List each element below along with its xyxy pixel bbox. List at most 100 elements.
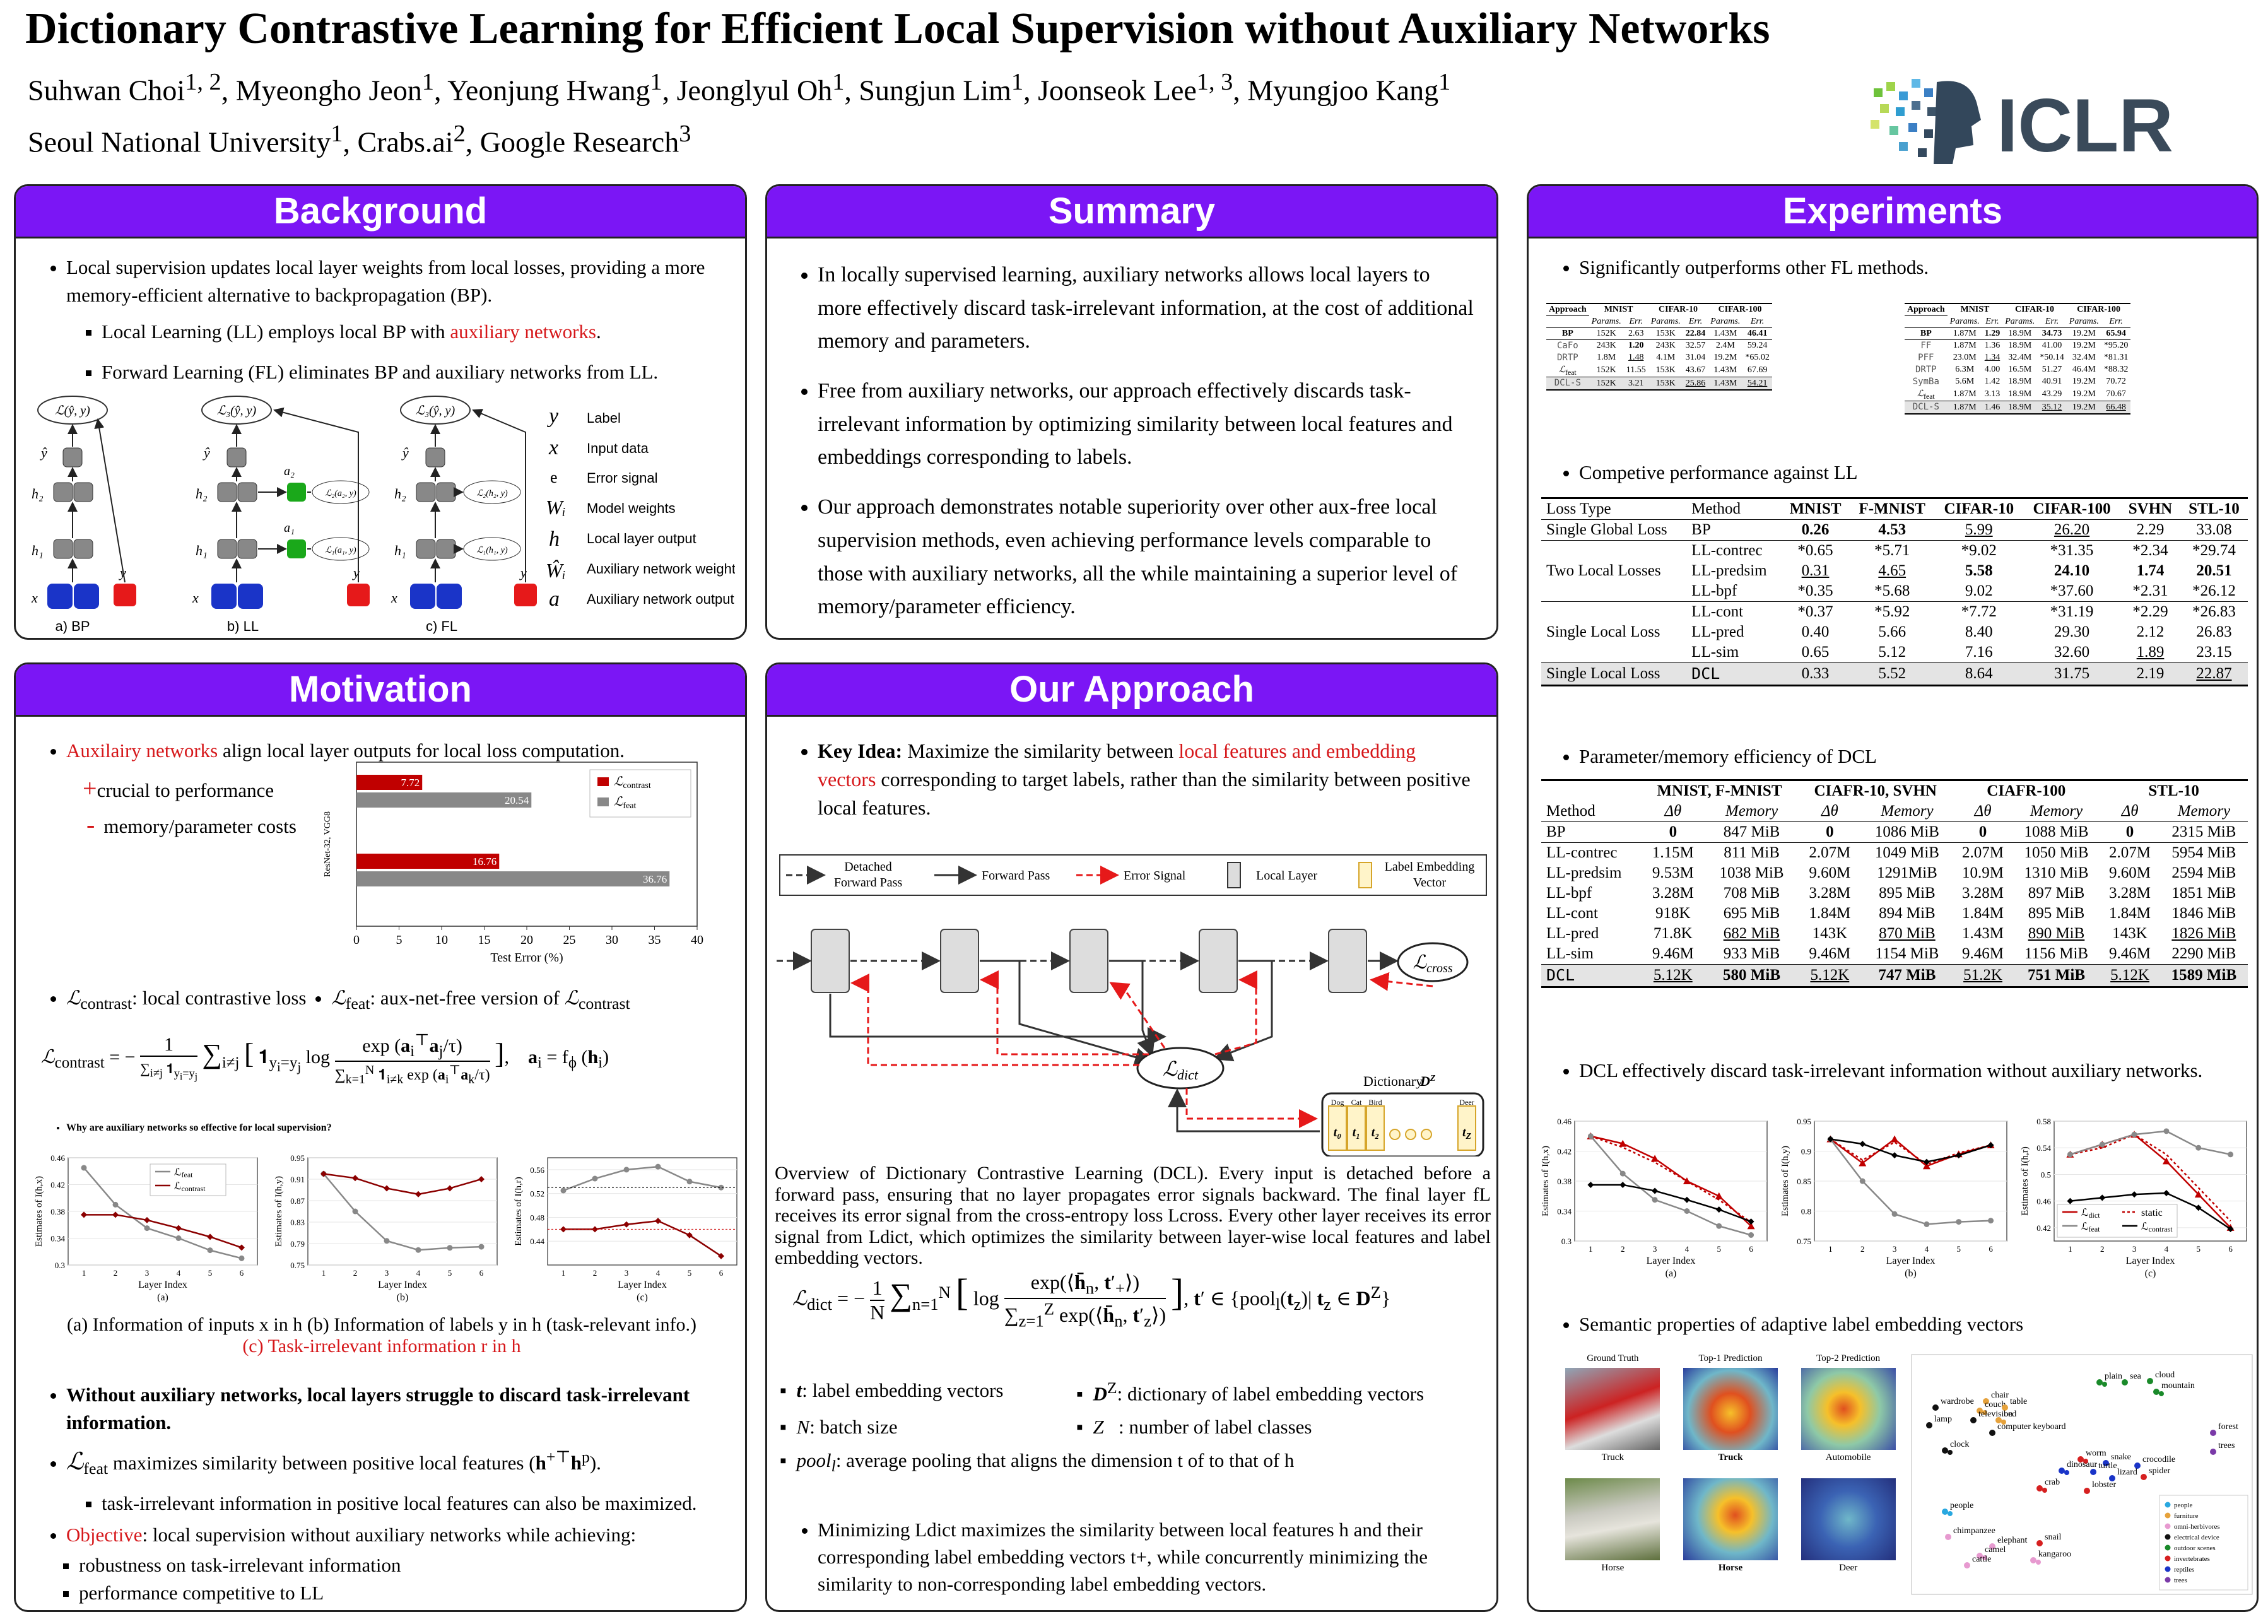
- x-axis-label: Layer Index: [138, 1280, 187, 1290]
- data-point: [2067, 1197, 2074, 1204]
- x-tick-label: 6: [240, 1268, 244, 1278]
- svg-text:h₂: h₂: [196, 486, 208, 502]
- test-error-bar-chart: 7.72 20.54 16.76 36.76 0 5 10 15 20 25 30 35 40 Test …: [323, 762, 703, 964]
- data-point: [592, 1175, 598, 1182]
- scatter-word: worm: [2086, 1449, 2106, 1458]
- background-heading: Background: [16, 186, 745, 238]
- scatter-word: turtle: [2098, 1461, 2117, 1471]
- table-row: DCL-S 152K 3.21 153K 25.86 1.43M 54.21: [1546, 377, 1772, 391]
- motivation-panel: Motivation Auxilairy networks align loca…: [14, 662, 747, 1612]
- svg-text:Deer: Deer: [1459, 1098, 1474, 1107]
- overview-caption: Overview of Dictionary Contrastive Learn…: [775, 1163, 1491, 1269]
- data-point: [2099, 1141, 2105, 1148]
- fl-table-1: Approach MNIST CIFAR-10 CIFAR-100 Params. Err…: [1546, 303, 1772, 391]
- scatter-point: forest: [2210, 1422, 2238, 1436]
- series-line: [2070, 1192, 2231, 1230]
- table-row: LL-contrec 1.15M 811 MiB 2.07M 1049 MiB 2.07M…: [1541, 842, 2248, 864]
- data-point: [1684, 1208, 1690, 1214]
- truck-top2-heatmap: [1801, 1368, 1896, 1450]
- data-point: [1924, 1221, 1930, 1227]
- y-tick-label: 0.9: [1801, 1147, 1811, 1156]
- fl-table-2: Approach MNIST CIFAR-10 CIFAR-100 Params. Err…: [1905, 303, 2131, 415]
- data-point: [1715, 1192, 1723, 1199]
- table-row: Single Local Loss DCL 0.33 5.52 8.64 31.75 2.1…: [1541, 662, 2248, 686]
- summary-heading: Summary: [767, 186, 1496, 238]
- table-row: DCL 5.12K 580 MiB 5.12K 747 MiB 51.2K 751 MiB 5…: [1541, 964, 2248, 987]
- x-tick-label: 2: [114, 1268, 118, 1278]
- table-row: LL-predsim 9.53M 1038 MiB 9.60M 1291MiB 10.9M…: [1546, 864, 2236, 881]
- series-line: [1590, 1135, 1751, 1236]
- scatter-point: crocodile: [2134, 1455, 2175, 1469]
- scatter-point: worm: [2077, 1449, 2106, 1464]
- x-tick-label: 5: [1957, 1244, 1961, 1254]
- scatter-word: dinosaur: [2067, 1460, 2098, 1469]
- notation-n: ▪ N: batch size: [780, 1416, 898, 1439]
- summary-panel: Summary In locally supervised learning, …: [765, 184, 1498, 640]
- x-tick-label: 4: [1925, 1244, 1929, 1254]
- data-point: [718, 1184, 724, 1191]
- y-tick-label: 0.42: [50, 1180, 65, 1190]
- series-line: [2070, 1130, 2231, 1156]
- y-tick-label: 0.38: [50, 1207, 65, 1216]
- x-tick-label: 0: [353, 933, 360, 947]
- y-axis-label: Estimates of I(h,x): [1541, 1146, 1551, 1216]
- legend-swatch: [2165, 1545, 2171, 1551]
- bar: [356, 871, 670, 886]
- y-axis-label: Estimates of I(h,y): [1780, 1146, 1790, 1216]
- svg-text:Auxiliary network weights: Auxiliary network weights: [587, 561, 735, 577]
- x-tick-label: 2: [2100, 1244, 2105, 1254]
- bar-value-label: 16.76: [473, 856, 496, 868]
- horse-image: [1565, 1478, 1660, 1560]
- logo-text: ICLR: [1997, 83, 2173, 168]
- svg-text:Error Signal: Error Signal: [1124, 869, 1186, 883]
- x-axis-label: Layer Index: [1886, 1256, 1936, 1266]
- approach-heading: Our Approach: [767, 664, 1496, 717]
- legend-swatch: [2165, 1566, 2171, 1572]
- approach-legend: Detached Forward Pass Forward Pass Error …: [779, 854, 1487, 896]
- svg-text:Input data: Input data: [587, 440, 649, 456]
- notation-z: ▪ Z : number of label classes: [1076, 1416, 1312, 1439]
- scatter-word: lamp: [1934, 1415, 1952, 1424]
- x-tick-label: 4: [2165, 1244, 2169, 1254]
- experiments-bullet: Competive performance against LL: [1579, 461, 1858, 484]
- motivation-heading: Motivation: [16, 664, 745, 717]
- x-tick-label: 4: [656, 1268, 661, 1278]
- background-panel: Background Local supervision updates loc…: [14, 184, 747, 640]
- table-row: CaFo 243K 1.20 243K 32.57 2.4M 59.24: [1546, 339, 1772, 352]
- x-tick-label: 35: [649, 933, 661, 947]
- bar: [356, 775, 423, 790]
- data-point: [2067, 1151, 2073, 1158]
- svg-text:Label: Label: [587, 410, 621, 426]
- table-row: DRTP 6.3M 4.00 16.5M 51.27 46.4M *88.32: [1915, 364, 2129, 375]
- scatter-word: lobster: [2092, 1480, 2116, 1490]
- logo-pixel-icon: [1871, 79, 1981, 164]
- summary-bullet: In locally supervised learning, auxiliar…: [818, 259, 1474, 358]
- data-point: [1651, 1155, 1659, 1162]
- data-point: [1988, 1218, 1994, 1224]
- data-point: [1652, 1197, 1658, 1203]
- svg-text:ŷ: ŷ: [401, 445, 409, 461]
- notation-legend: y Label x Input data e Error signal Wᵢ Model…: [546, 404, 735, 611]
- series-line: [83, 1167, 242, 1259]
- scatter-word: chair: [1991, 1391, 2009, 1400]
- ll-diagram: ℒ₃(ŷ, y) ŷ ℒ₂(a₂, y) ℒ₁(a₁, y) a₂ a₁ h₂ h₁…: [192, 396, 370, 634]
- legend-entry: omni-herbivores: [2174, 1523, 2220, 1531]
- svg-text:x: x: [31, 590, 38, 606]
- series-line: [563, 1165, 722, 1192]
- scatter-word: elephant: [1997, 1536, 2028, 1545]
- scatter-word: crocodile: [2142, 1455, 2175, 1464]
- scatter-word: computer keyboard: [1997, 1422, 2065, 1432]
- y-tick-label: 0.54: [2036, 1143, 2051, 1153]
- table-row: LL-cont 918K 695 MiB 1.84M 894 MiB 1.84M 895 M…: [1546, 905, 2236, 922]
- affiliations: Seoul National University1, Crabs.ai2, G…: [28, 121, 691, 158]
- poster-title: Dictionary Contrastive Learning for Effi…: [25, 4, 1770, 53]
- data-point: [81, 1211, 87, 1218]
- x-tick-label: 5: [2197, 1244, 2201, 1254]
- background-sub-bullet: Forward Learning (FL) eliminates BP and …: [102, 358, 722, 386]
- svg-text:ℒ₃(ŷ, y): ℒ₃(ŷ, y): [217, 404, 257, 418]
- y-axis-label: Estimates of I(h,y): [274, 1176, 284, 1247]
- svg-text:h₁: h₁: [394, 543, 406, 558]
